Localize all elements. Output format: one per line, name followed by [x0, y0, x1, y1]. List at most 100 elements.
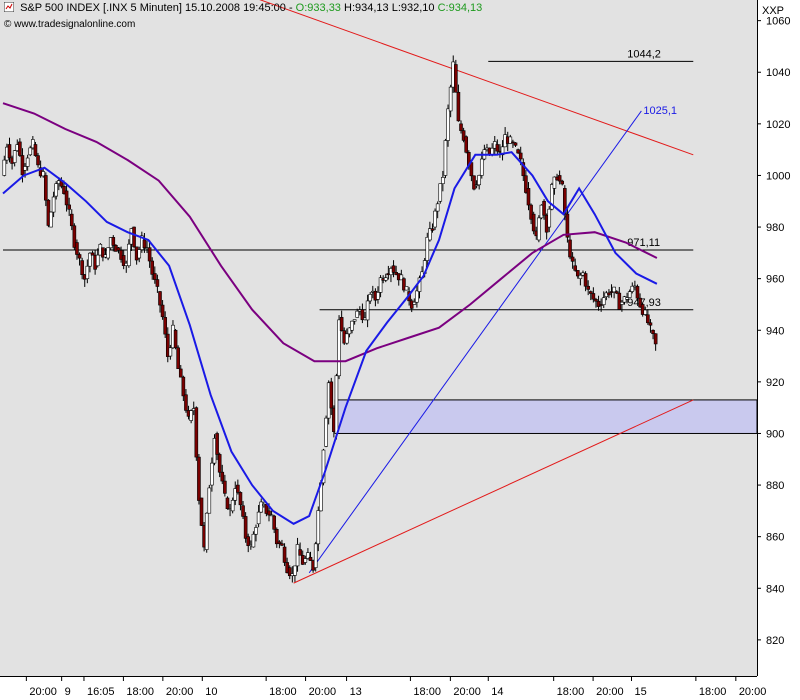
candle [583, 271, 588, 292]
candle-body [64, 190, 69, 206]
candle [365, 294, 370, 328]
header-separator: - [285, 2, 296, 14]
candle-body [464, 136, 469, 153]
candle-body [106, 247, 110, 259]
moving-average-slow [2, 102, 658, 363]
candle [347, 327, 352, 338]
candle-body [355, 310, 360, 318]
candle-body [402, 278, 406, 291]
candle [345, 328, 349, 345]
candle [308, 551, 313, 561]
candle-body [80, 260, 84, 276]
candle-body [204, 512, 209, 550]
candle-body [272, 515, 276, 530]
candle-body [570, 256, 575, 262]
candle [368, 292, 372, 304]
candle-body [44, 175, 48, 201]
candle-body [511, 141, 515, 144]
candle-body [20, 155, 25, 176]
candle-body [111, 237, 116, 246]
candle [477, 174, 481, 190]
candle-body [352, 319, 357, 322]
candle-body [246, 536, 251, 547]
candle [573, 258, 577, 272]
candle-body [165, 333, 170, 357]
candle-body [513, 142, 518, 146]
candle [443, 138, 448, 179]
candle-body [573, 265, 577, 271]
candle-body [238, 492, 243, 506]
candle [217, 452, 222, 478]
x-tick-label: 18:00 [557, 686, 585, 698]
candle [430, 223, 435, 233]
candle-body [360, 309, 365, 321]
candle-body [565, 213, 570, 238]
candle-body [383, 277, 388, 281]
candle [495, 139, 500, 156]
candle [531, 211, 536, 235]
candle-body [563, 188, 567, 215]
candle-body [230, 499, 235, 512]
candle [225, 496, 230, 510]
candle-body [578, 274, 583, 279]
candle-body [176, 347, 180, 369]
candle-body [627, 291, 632, 298]
candle-body [194, 407, 199, 458]
candle [223, 474, 227, 497]
candle [454, 59, 458, 93]
candle [594, 297, 598, 308]
candle-body [404, 286, 409, 291]
candle [448, 84, 453, 118]
candle-body [51, 196, 56, 213]
candle [85, 259, 90, 284]
candle-body [614, 291, 619, 294]
candle-body [316, 510, 321, 545]
candle-body [617, 292, 622, 310]
candle [41, 167, 46, 178]
x-tick-label: 14 [491, 686, 503, 698]
candle [508, 134, 513, 144]
candle-body [435, 203, 440, 212]
candle-body [259, 501, 264, 513]
candle-body [277, 541, 282, 544]
candle [472, 175, 476, 191]
y-axis-label: XXP [762, 5, 784, 17]
candle [601, 291, 606, 308]
candle-body [62, 185, 66, 194]
candle-body [607, 292, 611, 296]
candle [72, 223, 77, 251]
candle-body [184, 394, 188, 411]
candle [557, 170, 562, 185]
candle [591, 287, 596, 303]
candle [521, 158, 526, 181]
candle [607, 289, 611, 299]
candle-body [495, 144, 500, 152]
candlestick-series [2, 55, 658, 583]
candle-body [321, 449, 326, 484]
candle [586, 280, 590, 296]
candle [433, 208, 437, 231]
candle [176, 345, 180, 369]
candle [197, 453, 201, 505]
candle [132, 226, 136, 249]
x-tick-label: 20:00 [309, 686, 337, 698]
trendline [308, 110, 642, 574]
candle [210, 457, 214, 492]
x-tick-label: 18:00 [126, 686, 154, 698]
candle-body [85, 265, 90, 279]
candle-body [524, 175, 528, 193]
candle [207, 484, 212, 514]
candle-body [537, 217, 541, 241]
candle [500, 140, 505, 161]
candle [95, 248, 100, 268]
candle-body [648, 322, 653, 326]
candle-body [233, 488, 238, 501]
candle-body [142, 239, 147, 249]
candle [524, 170, 528, 194]
candle-body [441, 177, 445, 185]
candle [391, 260, 396, 278]
candle-body [90, 252, 95, 256]
candle [303, 555, 308, 565]
candle-body [210, 462, 214, 486]
candle [404, 286, 409, 291]
